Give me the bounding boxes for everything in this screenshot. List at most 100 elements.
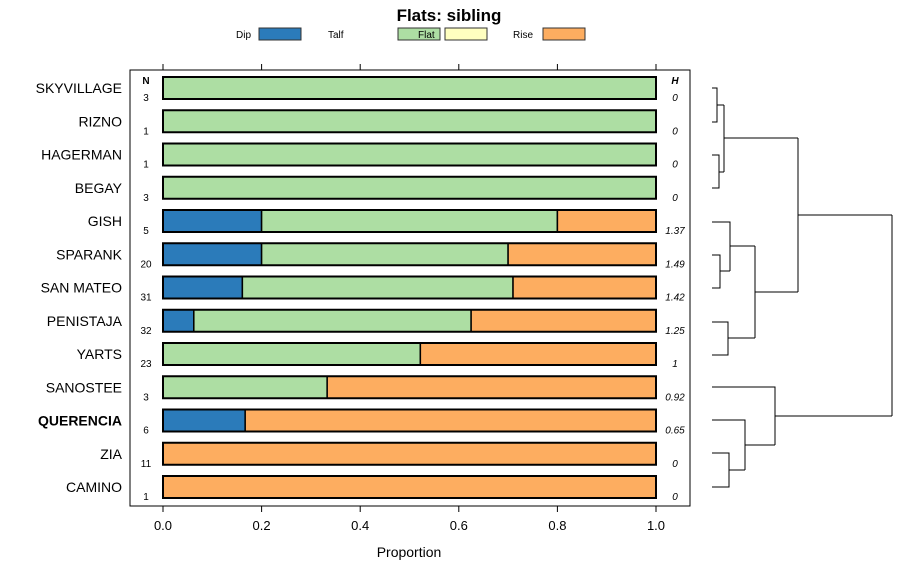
bar-outline — [162, 242, 657, 267]
row-h-value: 1.42 — [665, 293, 685, 304]
row-h-value: 0 — [672, 193, 678, 204]
bar-rows: SKYVILLAGE 3 0 RIZNO 1 0 HAGERMAN 1 0 BEGAY 3 0 GISH… — [36, 76, 685, 503]
bar-outline — [162, 76, 657, 100]
bar-segment-talf — [162, 375, 328, 399]
legend-label-rise: Rise — [513, 30, 533, 41]
bar-segment-rise — [556, 209, 657, 233]
bar-row-rizno: RIZNO 1 0 — [78, 109, 678, 137]
bar-outline — [162, 275, 657, 300]
row-h-value: 0 — [672, 492, 678, 503]
row-h-value: 0 — [672, 459, 678, 470]
row-label: SANOSTEE — [46, 379, 122, 395]
bar-outline — [162, 209, 657, 233]
bar-segment-dip — [162, 309, 195, 333]
bar-segment-dip — [162, 242, 263, 266]
bar-row-skyvillage: SKYVILLAGE 3 0 — [36, 76, 678, 104]
bar-segment-talf — [260, 209, 559, 233]
legend-label-flat: Flat — [418, 30, 435, 41]
bar-segment-rise — [162, 475, 657, 499]
row-n-count: 1 — [143, 160, 149, 171]
legend-swatch-flat — [444, 27, 488, 41]
bar-segment-dip — [162, 275, 244, 300]
row-label: YARTS — [77, 346, 122, 362]
x-tick-label: 0.6 — [450, 518, 468, 533]
bar-segment-dip — [162, 209, 263, 233]
chart-title: Flats: sibling — [397, 6, 502, 25]
row-label: GISH — [88, 213, 122, 229]
x-tick-label: 0.0 — [154, 518, 172, 533]
bar-row-querencia: QUERENCIA 6 0.65 — [38, 408, 685, 437]
bar-row-sparank: SPARANK 20 1.49 — [56, 242, 685, 270]
x-tick-label: 0.4 — [351, 518, 369, 533]
bar-segment-dip — [162, 408, 246, 433]
bar-outline — [162, 109, 657, 134]
legend-swatch-dip — [258, 27, 302, 41]
bar-segment-talf — [260, 242, 509, 266]
bar-row-san-mateo: SAN MATEO 31 1.42 — [41, 275, 685, 304]
row-h-value: 0.92 — [665, 392, 685, 403]
bar-row-yarts: YARTS 23 1 — [77, 342, 678, 370]
bar-row-camino: CAMINO 1 0 — [66, 475, 678, 503]
row-label: BEGAY — [75, 180, 123, 196]
row-n-count: 5 — [143, 226, 149, 237]
bar-segment-talf — [193, 309, 472, 333]
row-n-count: 11 — [141, 459, 152, 470]
bar-segment-talf — [162, 109, 657, 133]
x-tick-label: 0.8 — [548, 518, 566, 533]
bar-row-zia: ZIA 11 0 — [100, 441, 678, 470]
x-axis: 0.0 0.2 0.4 0.6 0.8 1.0 — [154, 64, 665, 533]
row-h-value: 0 — [672, 93, 678, 104]
n-header: N — [142, 76, 149, 87]
row-h-value: 1.37 — [665, 226, 685, 237]
row-label: QUERENCIA — [38, 413, 122, 429]
row-n-count: 32 — [140, 326, 152, 337]
row-label: CAMINO — [66, 479, 122, 495]
row-n-count: 3 — [143, 193, 149, 204]
bar-outline — [162, 308, 657, 333]
row-h-value: 1 — [672, 359, 678, 370]
bar-row-sanostee: SANOSTEE 3 0.92 — [46, 375, 685, 403]
x-tick-label: 1.0 — [647, 518, 665, 533]
bar-segment-talf — [162, 142, 657, 167]
legend-label-dip: Dip — [236, 30, 251, 41]
row-n-count: 6 — [143, 426, 149, 437]
bar-segment-rise — [470, 309, 657, 333]
dendrogram — [712, 87, 893, 488]
plot-panel — [129, 69, 691, 507]
row-n-count: 3 — [143, 392, 149, 403]
bar-segment-talf — [162, 342, 422, 366]
row-n-count: 20 — [140, 259, 152, 270]
bar-outline — [162, 342, 657, 366]
row-h-value: 1.49 — [665, 259, 685, 270]
h-header: H — [671, 76, 679, 87]
row-h-value: 0 — [672, 160, 678, 171]
bar-segment-rise — [507, 242, 657, 266]
row-label: SAN MATEO — [41, 280, 123, 296]
row-label: HAGERMAN — [41, 147, 122, 163]
row-label: ZIA — [100, 446, 122, 462]
dendrogram-branches — [712, 87, 893, 488]
x-tick-label: 0.2 — [253, 518, 271, 533]
row-h-value: 0 — [672, 126, 678, 137]
bar-segment-rise — [419, 342, 657, 366]
row-n-count: 31 — [140, 293, 152, 304]
bar-segment-talf — [162, 176, 657, 200]
row-label: PENISTAJA — [47, 313, 123, 329]
bar-row-begay: BEGAY 3 0 — [75, 175, 678, 204]
row-h-value: 0.65 — [665, 426, 685, 437]
bar-segment-rise — [244, 408, 657, 433]
bar-row-hagerman: HAGERMAN 1 0 — [41, 142, 678, 171]
bar-outline — [162, 475, 657, 499]
bar-outline — [162, 175, 657, 200]
bar-row-penistaja: PENISTAJA 32 1.25 — [47, 308, 685, 337]
row-label: SPARANK — [56, 246, 123, 262]
row-label: SKYVILLAGE — [36, 80, 122, 96]
row-h-value: 1.25 — [665, 326, 685, 337]
row-n-count: 1 — [143, 126, 149, 137]
bar-row-gish: GISH 5 1.37 — [88, 209, 685, 237]
x-axis-label: Proportion — [377, 544, 442, 560]
bar-outline — [162, 441, 657, 466]
row-n-count: 1 — [143, 492, 149, 503]
